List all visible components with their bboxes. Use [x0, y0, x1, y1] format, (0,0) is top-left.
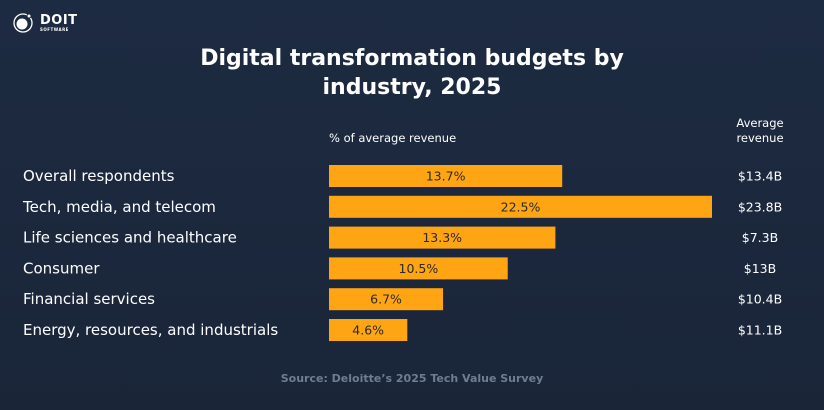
data-label: 22.5% [501, 199, 541, 214]
category-label: Consumer [23, 259, 100, 277]
series-header: % of average revenue [329, 131, 457, 145]
average-revenue-value: $7.3B [742, 230, 778, 245]
average-revenue-value: $13B [744, 261, 776, 276]
category-label: Financial services [23, 290, 155, 308]
logo-name: DOIT [40, 13, 78, 28]
data-label: 10.5% [399, 261, 439, 276]
source-note: Source: Deloitte’s 2025 Tech Value Surve… [280, 372, 544, 385]
chart-title: Digital transformation budgets by indust… [200, 46, 624, 100]
bar [329, 257, 508, 280]
category-label: Overall respondents [23, 167, 175, 185]
bar [329, 165, 563, 187]
data-label: 13.3% [422, 230, 462, 245]
average-revenue-value: $11.1B [738, 323, 782, 338]
data-label: 4.6% [352, 323, 384, 338]
bar [329, 288, 444, 311]
data-label: 13.7% [426, 169, 466, 184]
bar [329, 319, 408, 341]
category-label: Energy, resources, and industrials [23, 321, 278, 339]
category-label: Life sciences and healthcare [23, 229, 237, 247]
bar [329, 226, 556, 249]
category-label: Tech, media, and telecom [22, 198, 216, 216]
logo: DOIT SOFTWARE [12, 12, 78, 34]
average-revenue-value: $10.4B [738, 292, 782, 307]
average-revenue-value: $13.4B [738, 169, 782, 184]
logo-subtitle: SOFTWARE [40, 27, 69, 32]
data-label: 6.7% [370, 292, 402, 307]
bar [329, 195, 712, 218]
average-revenue-header: Average revenue [736, 116, 784, 145]
logo-icon [13, 13, 33, 33]
average-revenue-value: $23.8B [738, 199, 782, 214]
